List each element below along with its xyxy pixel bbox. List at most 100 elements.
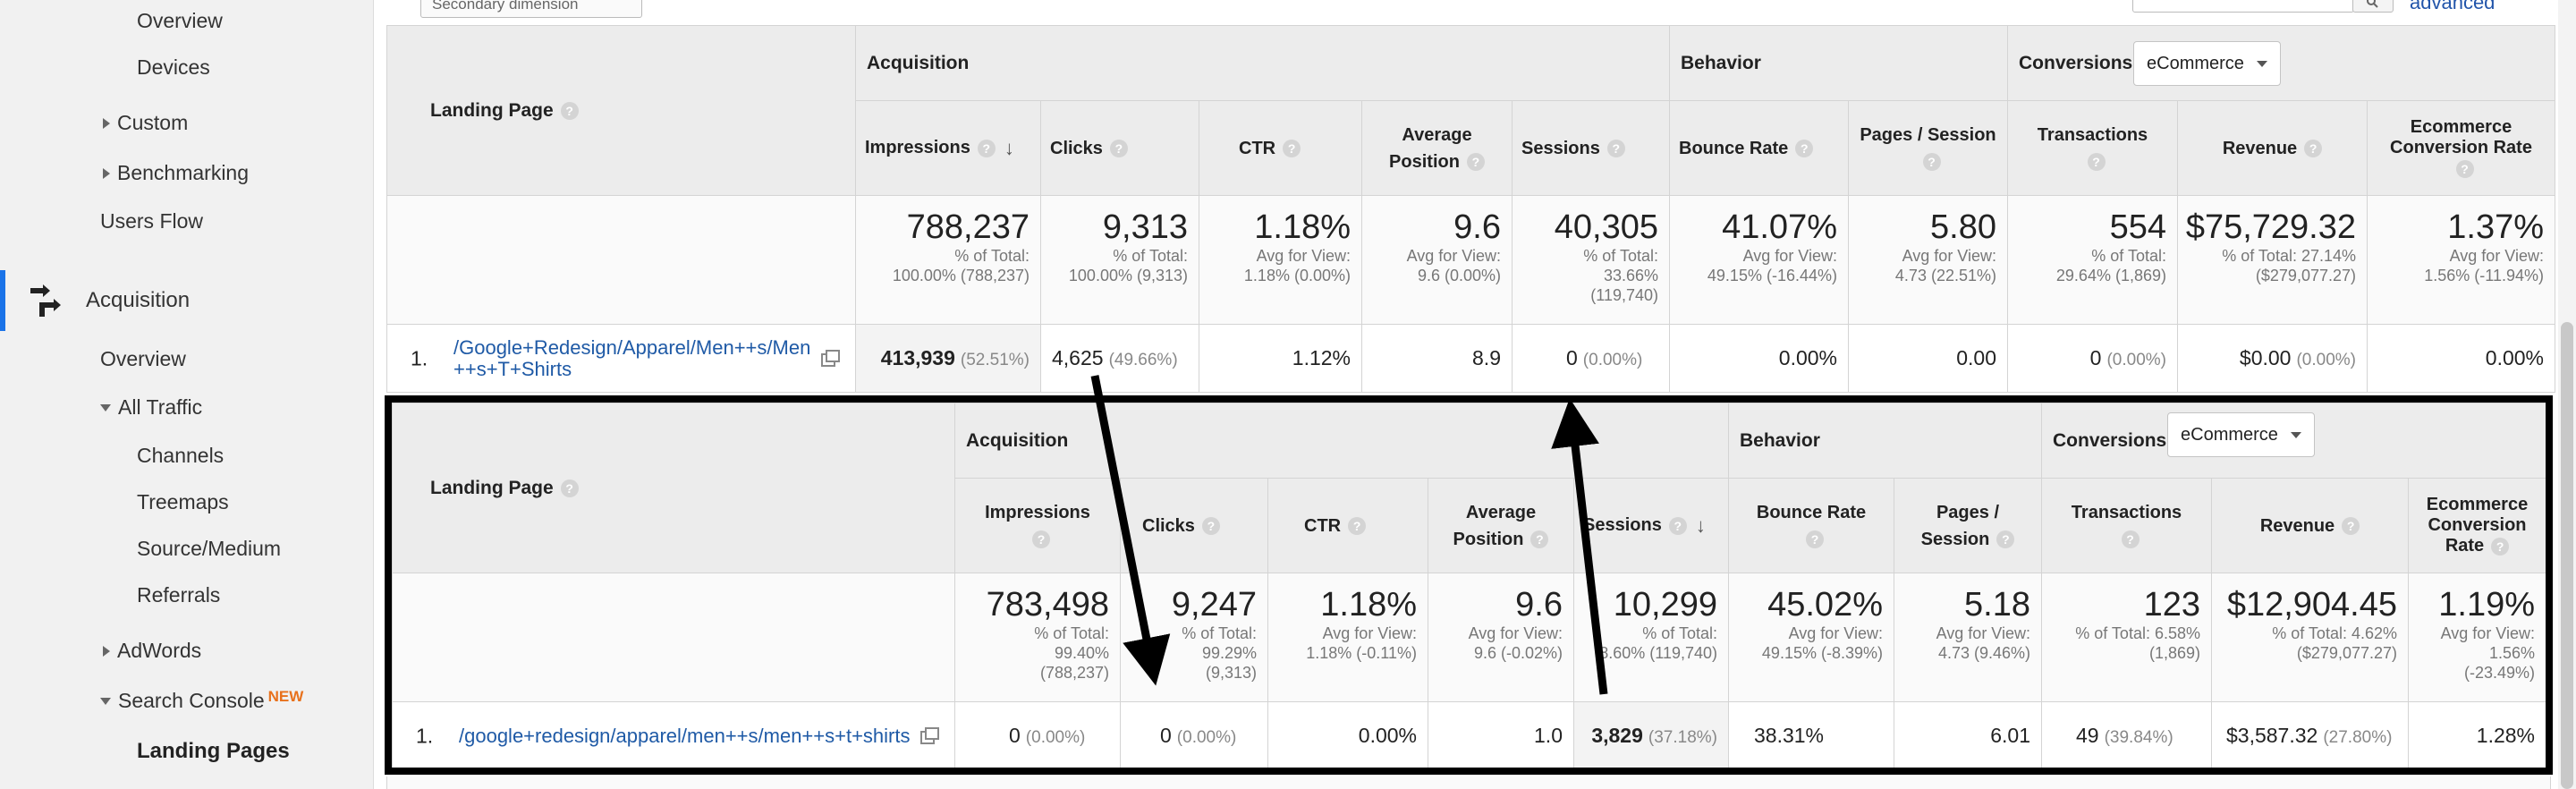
help-icon[interactable]: ? xyxy=(2342,517,2360,536)
sort-descending-icon[interactable]: ↓ xyxy=(1695,513,1706,537)
col-ctr[interactable]: CTR? xyxy=(1199,100,1362,196)
sidebar-item-benchmarking[interactable]: Benchmarking xyxy=(103,161,249,185)
col-impressions[interactable]: Impressions? xyxy=(954,478,1121,573)
search-button[interactable] xyxy=(2352,0,2394,13)
sidebar-item-source-medium[interactable]: Source/Medium xyxy=(137,537,281,561)
help-icon[interactable]: ? xyxy=(1348,517,1367,536)
col-ecommerce-rate[interactable]: Ecommerce Conversion Rate? xyxy=(2367,100,2555,196)
sidebar-item-adwords[interactable]: AdWords xyxy=(103,639,201,663)
col-clicks[interactable]: Clicks? xyxy=(1040,100,1199,196)
sidebar-item-devices[interactable]: Devices xyxy=(137,55,210,80)
acquisition-group-header: Acquisition xyxy=(954,403,1729,479)
help-icon[interactable]: ? xyxy=(2087,153,2106,172)
total-sub: (119,740) xyxy=(1590,286,1658,304)
expand-triangle-icon xyxy=(103,167,110,179)
total-clicks: 9,313% of Total: 100.00% (9,313) xyxy=(1040,195,1199,325)
total-ecommerce-rate: 1.19% Avg for View: 1.56% (-23.49%) xyxy=(2408,573,2546,702)
total-sub: 9.6 (-0.02%) xyxy=(1473,644,1563,662)
col-ecommerce-rate[interactable]: Ecommerce Conversion Rate? xyxy=(2408,478,2546,573)
col-pages-session[interactable]: Pages / Session? xyxy=(1848,100,2008,196)
sidebar-item-label: Users Flow xyxy=(100,209,204,233)
sidebar-item-overview[interactable]: Overview xyxy=(137,9,223,33)
sidebar-item-treemaps[interactable]: Treemaps xyxy=(137,490,229,514)
report-table-1: Landing Page? Acquisition Behavior Conve… xyxy=(386,25,2555,393)
sidebar-item-all-traffic[interactable]: All Traffic xyxy=(100,395,202,420)
help-icon[interactable]: ? xyxy=(560,101,579,120)
help-icon[interactable]: ? xyxy=(1996,530,2015,549)
sidebar-item-search-console[interactable]: Search Console NEW xyxy=(100,688,303,713)
landing-page-link[interactable]: /Google+Redesign/Apparel/Men++s/Men++s+T… xyxy=(453,335,811,380)
help-icon[interactable]: ? xyxy=(1032,530,1050,549)
landing-page-cell: 1. /Google+Redesign/Apparel/Men++s/Men++… xyxy=(386,324,856,393)
help-icon[interactable]: ? xyxy=(2304,140,2323,158)
cell-percent: (0.00%) xyxy=(1582,351,1643,369)
scrollbar-thumb[interactable] xyxy=(2561,322,2573,789)
help-icon[interactable]: ? xyxy=(1806,530,1824,549)
help-icon[interactable]: ? xyxy=(1466,153,1485,172)
help-icon[interactable]: ? xyxy=(1283,140,1301,158)
help-icon[interactable]: ? xyxy=(560,479,579,497)
help-icon[interactable]: ? xyxy=(1668,516,1687,535)
table-search-input[interactable] xyxy=(2132,0,2354,13)
behavior-group-header: Behavior xyxy=(1669,25,2008,101)
help-icon[interactable]: ? xyxy=(2455,159,2474,178)
open-in-new-icon[interactable] xyxy=(920,726,940,745)
col-impressions[interactable]: Impressions? ↓ xyxy=(855,100,1041,196)
sidebar-item-landing-pages[interactable]: Landing Pages xyxy=(137,739,290,764)
secondary-dimension-button[interactable]: Secondary dimension xyxy=(420,0,642,18)
help-icon[interactable]: ? xyxy=(2491,537,2510,556)
help-icon[interactable]: ? xyxy=(1109,140,1128,158)
col-sessions[interactable]: Sessions? ↓ xyxy=(1573,478,1729,573)
cell-value: 0 xyxy=(1009,724,1021,747)
sidebar-item-channels[interactable]: Channels xyxy=(137,444,224,468)
column-label: Sessions xyxy=(1583,515,1662,536)
landing-page-link[interactable]: /google+redesign/apparel/men++s/men++s+t… xyxy=(459,724,911,747)
sidebar-item-custom[interactable]: Custom xyxy=(103,111,188,135)
sidebar-item-acquisition[interactable]: Acquisition xyxy=(86,288,190,313)
help-icon[interactable]: ? xyxy=(1922,153,1941,172)
help-icon[interactable]: ? xyxy=(2121,530,2140,549)
help-icon[interactable]: ? xyxy=(977,139,996,157)
col-bounce-rate[interactable]: Bounce Rate? xyxy=(1669,100,1849,196)
col-pages-session[interactable]: Pages / Session? xyxy=(1894,478,2042,573)
column-label: Revenue xyxy=(2259,515,2335,536)
sidebar-nav: Overview Devices Custom Benchmarking Use… xyxy=(0,0,374,789)
sort-descending-icon[interactable]: ↓ xyxy=(1004,136,1014,159)
help-icon[interactable]: ? xyxy=(1795,140,1814,158)
col-clicks[interactable]: Clicks? xyxy=(1120,478,1268,573)
col-bounce-rate[interactable]: Bounce Rate? xyxy=(1728,478,1894,573)
help-icon[interactable]: ? xyxy=(1530,530,1549,549)
col-revenue[interactable]: Revenue? xyxy=(2177,100,2368,196)
col-avg-position[interactable]: Average Position? xyxy=(1361,100,1513,196)
col-revenue[interactable]: Revenue? xyxy=(2211,478,2409,573)
col-avg-position[interactable]: Average Position? xyxy=(1428,478,1574,573)
landing-page-header[interactable]: Landing Page? xyxy=(392,403,955,573)
group-label: Behavior xyxy=(1740,429,1820,451)
advanced-filter-link[interactable]: advanced xyxy=(2410,0,2496,13)
total-sub: Avg for View: xyxy=(1322,624,1417,642)
total-value: 9,313 xyxy=(1102,208,1188,246)
cell-avg-position: 1.0 xyxy=(1428,701,1574,770)
conversions-type-select[interactable]: eCommerce xyxy=(2167,412,2315,457)
total-sub: % of Total: 4.62% xyxy=(2272,624,2397,642)
sidebar-item-users-flow[interactable]: Users Flow xyxy=(100,209,203,233)
secondary-dimension-label: Secondary dimension xyxy=(432,0,579,13)
collapse-triangle-icon xyxy=(100,697,111,705)
help-icon[interactable]: ? xyxy=(1606,140,1625,158)
total-sub: 1.18% (0.00%) xyxy=(1243,267,1351,284)
total-value: 123 xyxy=(2143,586,2200,624)
total-value: 40,305 xyxy=(1554,208,1658,246)
group-label: Conversions xyxy=(2053,429,2167,451)
open-in-new-icon[interactable] xyxy=(821,349,841,368)
total-sub: % of Total: xyxy=(1182,624,1257,642)
sidebar-item-label: Benchmarking xyxy=(117,161,250,184)
col-transactions[interactable]: Transactions? xyxy=(2007,100,2178,196)
sidebar-item-referrals[interactable]: Referrals xyxy=(137,583,220,607)
help-icon[interactable]: ? xyxy=(1201,517,1220,536)
col-sessions[interactable]: Sessions? xyxy=(1512,100,1670,196)
landing-page-header[interactable]: Landing Page? xyxy=(386,25,856,196)
conversions-type-select[interactable]: eCommerce xyxy=(2133,41,2281,86)
col-ctr[interactable]: CTR? xyxy=(1267,478,1428,573)
sidebar-item-acquisition-overview[interactable]: Overview xyxy=(100,347,186,371)
col-transactions[interactable]: Transactions? xyxy=(2041,478,2212,573)
